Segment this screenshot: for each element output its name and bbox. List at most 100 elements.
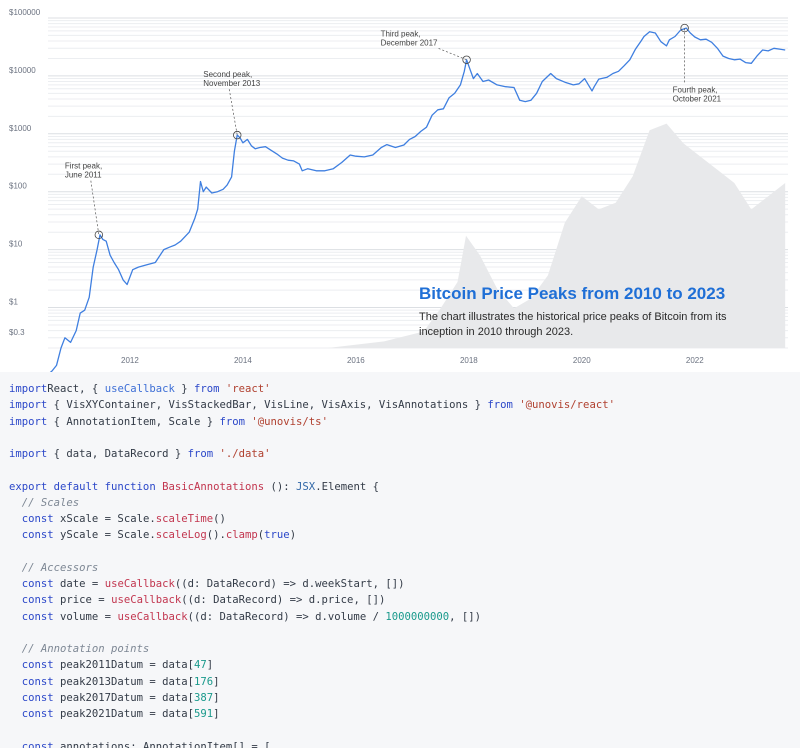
code-token: scaleLog bbox=[155, 529, 207, 542]
code-token: const bbox=[9, 675, 54, 688]
y-tick-label: $10 bbox=[9, 240, 23, 249]
y-tick-label: $100000 bbox=[9, 8, 41, 17]
code-line: ​ bbox=[9, 430, 800, 446]
code-token: annotations: AnnotationItem[] = [ bbox=[53, 740, 271, 748]
code-line: const peak2013Datum = data[176] bbox=[9, 674, 800, 690]
code-token: '@unovis/ts' bbox=[251, 415, 328, 428]
code-token: React, { bbox=[47, 383, 105, 395]
code-token: import bbox=[9, 448, 48, 460]
code-token: JSX bbox=[296, 480, 316, 493]
annotation: Fourth peak,October 2021 bbox=[673, 23, 722, 103]
code-line: const annotations: AnnotationItem[] = [ bbox=[9, 739, 800, 748]
price-line bbox=[49, 27, 786, 372]
code-token: clamp bbox=[225, 529, 258, 542]
code-token: date = bbox=[53, 578, 105, 590]
code-lines: importReact, { useCallback } from 'react… bbox=[0, 372, 800, 748]
code-token: // Annotation points bbox=[9, 643, 150, 655]
code-token: import bbox=[9, 399, 48, 412]
y-tick-label: $0.3 bbox=[9, 328, 25, 337]
code-token: ((d: DataRecord) => d.weekStart, []) bbox=[174, 578, 405, 590]
code-token: } bbox=[174, 383, 194, 395]
code-line: const peak2017Datum = data[387] bbox=[9, 690, 800, 706]
y-tick-label: $1000 bbox=[9, 124, 32, 133]
annotation-connector bbox=[90, 180, 100, 235]
code-block: importReact, { useCallback } from 'react… bbox=[0, 372, 800, 748]
volume-area bbox=[48, 123, 786, 348]
code-token: (). bbox=[206, 529, 226, 542]
code-token: () bbox=[213, 513, 226, 525]
code-token: scaleTime bbox=[155, 513, 214, 525]
code-line: ​ bbox=[9, 722, 800, 738]
annotation-circle bbox=[462, 55, 471, 64]
code-token: './data' bbox=[219, 448, 271, 460]
code-token: ((d: DataRecord) => d.price, []) bbox=[181, 594, 386, 607]
x-tick-label: 2014 bbox=[234, 356, 252, 365]
code-line: ​ bbox=[9, 462, 800, 478]
annotation-circle bbox=[233, 130, 242, 140]
y-tick-label: $100 bbox=[9, 182, 27, 191]
code-token: xScale = Scale. bbox=[53, 513, 156, 525]
code-token: 1000000000 bbox=[385, 610, 450, 623]
annotation-label: Fourth peak, bbox=[673, 85, 718, 94]
annotation-circle bbox=[680, 23, 689, 33]
code-token: volume = bbox=[53, 610, 118, 623]
y-tick-label: $1 bbox=[9, 298, 18, 307]
chart-title: Bitcoin Price Peaks from 2010 to 2023 bbox=[419, 284, 726, 303]
code-token: const bbox=[9, 513, 54, 525]
annotation-label: June 2011 bbox=[65, 171, 102, 180]
code-token: peak2011Datum = data[ bbox=[53, 659, 194, 672]
annotation-connector bbox=[228, 89, 238, 136]
code-token: // Accessors bbox=[9, 561, 99, 574]
annotation-connector bbox=[438, 48, 467, 61]
code-token: useCallback bbox=[117, 610, 188, 623]
x-axis: 2012 2014 2016 2018 2020 2022 bbox=[121, 356, 704, 365]
code-line: import { AnnotationItem, Scale } from '@… bbox=[9, 414, 800, 430]
code-line: ​ bbox=[9, 625, 800, 641]
code-token: .Element { bbox=[315, 480, 379, 493]
annotation: Third peak,December 2017 bbox=[381, 29, 471, 64]
code-line: import { data, DataRecord } from './data… bbox=[9, 446, 800, 462]
code-token: , []) bbox=[449, 610, 481, 623]
code-line: const date = useCallback((d: DataRecord)… bbox=[9, 576, 800, 592]
code-line: const peak2021Datum = data[591] bbox=[9, 706, 800, 722]
x-tick-label: 2022 bbox=[686, 356, 704, 365]
x-tick-label: 2018 bbox=[460, 356, 478, 365]
annotation-label: Third peak, bbox=[381, 29, 421, 38]
code-token: import bbox=[9, 383, 48, 395]
annotation-label: First peak, bbox=[65, 162, 102, 171]
annotation: Second peak,November 2013 bbox=[203, 70, 261, 140]
code-token: export default function bbox=[9, 480, 156, 493]
code-token: peak2017Datum = data[ bbox=[53, 691, 194, 704]
code-token: // Scales bbox=[9, 496, 80, 509]
code-token: peak2021Datum = data[ bbox=[53, 708, 194, 720]
code-token: 387 bbox=[193, 691, 214, 704]
code-line: const peak2011Datum = data[47] bbox=[9, 657, 800, 673]
code-token: 47 bbox=[193, 659, 207, 672]
code-token: { AnnotationItem, Scale } bbox=[47, 415, 220, 428]
code-line: // Accessors bbox=[9, 560, 800, 576]
x-tick-label: 2012 bbox=[121, 356, 139, 365]
code-token: ] bbox=[213, 675, 220, 688]
code-line: import { VisXYContainer, VisStackedBar, … bbox=[9, 397, 800, 413]
code-token: { data, DataRecord } bbox=[47, 448, 188, 460]
code-token: const bbox=[9, 708, 54, 720]
code-token: const bbox=[9, 594, 54, 607]
code-token: BasicAnnotations bbox=[162, 480, 265, 493]
x-tick-label: 2020 bbox=[573, 356, 591, 365]
annotation-label: November 2013 bbox=[203, 79, 260, 88]
annotation-label: October 2021 bbox=[673, 94, 722, 103]
code-token: ] bbox=[213, 708, 220, 720]
code-line: export default function BasicAnnotations… bbox=[9, 479, 800, 495]
annotation-label: December 2017 bbox=[381, 38, 438, 47]
code-line: const xScale = Scale.scaleTime() bbox=[9, 511, 800, 527]
code-token: const bbox=[9, 529, 54, 542]
annotation-circle bbox=[94, 230, 104, 240]
code-token: useCallback bbox=[104, 383, 175, 395]
code-token: const bbox=[9, 578, 54, 590]
code-token: const bbox=[9, 740, 54, 748]
code-token: '@unovis/react' bbox=[519, 399, 615, 412]
y-tick-label: $10000 bbox=[9, 66, 36, 75]
code-token: import bbox=[9, 415, 48, 428]
code-line: importReact, { useCallback } from 'react… bbox=[9, 381, 800, 397]
annotations: First peak,June 2011 Second peak,November… bbox=[65, 23, 722, 240]
